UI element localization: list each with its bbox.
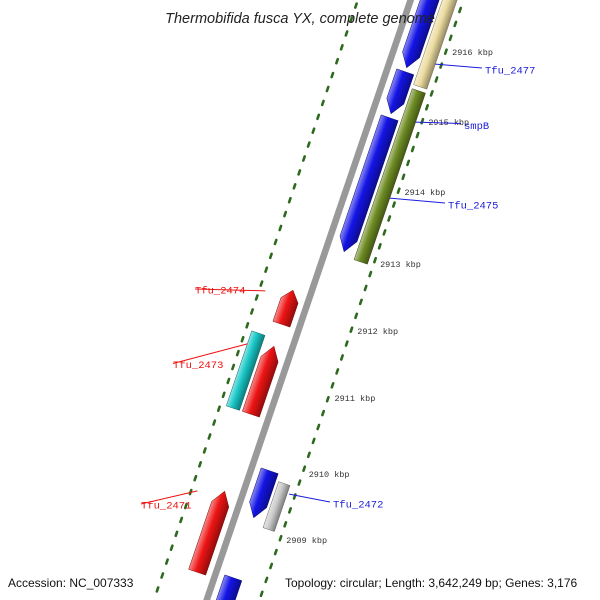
svg-text:2912 kbp: 2912 kbp [357,327,398,337]
svg-text:2909 kbp: 2909 kbp [286,536,327,546]
svg-text:Tfu_2477: Tfu_2477 [485,66,535,78]
svg-text:Tfu_2472: Tfu_2472 [333,500,383,512]
svg-text:Tfu_2471: Tfu_2471 [141,501,191,513]
svg-text:smpB: smpB [464,121,489,133]
svg-text:2911 kbp: 2911 kbp [335,394,376,404]
svg-text:Tfu_2474: Tfu_2474 [195,286,245,298]
svg-text:Tfu_2475: Tfu_2475 [448,201,498,213]
svg-text:2914 kbp: 2914 kbp [405,188,446,198]
svg-text:Tfu_2473: Tfu_2473 [173,360,223,372]
svg-text:2910 kbp: 2910 kbp [309,470,350,480]
svg-text:2916 kbp: 2916 kbp [452,48,493,58]
svg-text:2913 kbp: 2913 kbp [380,260,421,270]
